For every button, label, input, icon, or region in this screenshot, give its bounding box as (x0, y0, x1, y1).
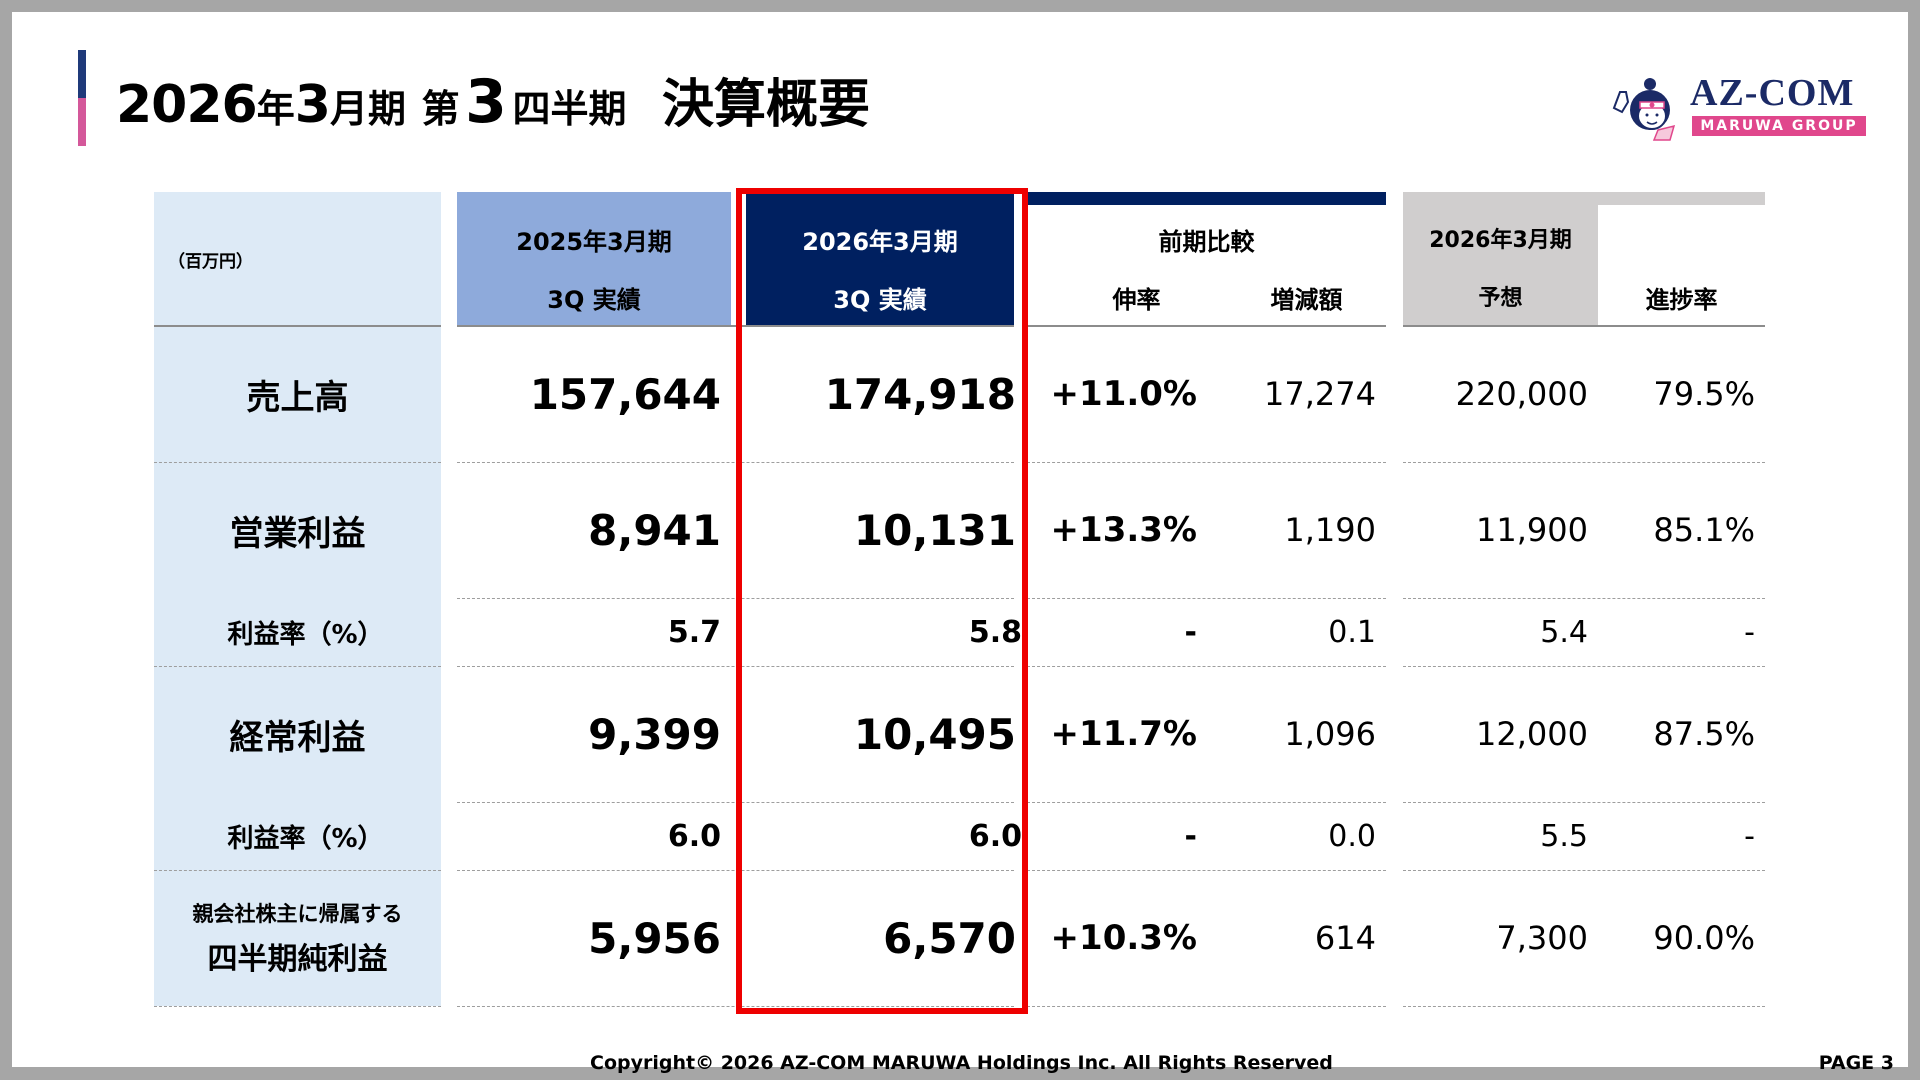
title-main: 決算概要 (662, 75, 871, 135)
title-accent-bar (78, 50, 86, 146)
unit-label: （百万円） (168, 251, 253, 272)
cell-growth: +10.3% (1050, 918, 1197, 958)
row-label-main: 四半期純利益 (207, 942, 388, 977)
header-forecast: 2026年3月期 予想 進捗率 (1403, 192, 1765, 326)
cell-growth: - (1184, 818, 1197, 854)
title-gatsuki: 月期 (329, 87, 406, 131)
logo-group: MARUWA GROUP (1692, 116, 1866, 136)
cell-prev: 5.7 (667, 614, 721, 650)
header-forecast-line2: 予想 (1478, 286, 1523, 311)
company-logo: AZ-COM MARUWA GROUP (1610, 72, 1880, 152)
accent-pink (78, 98, 86, 146)
current-year-highlight-box (736, 188, 1028, 1014)
cell-curr: 174,918 (824, 369, 1016, 419)
cell-prev: 5,956 (588, 913, 721, 963)
row-label: 利益率（%） (227, 823, 384, 854)
cell-forecast: 220,000 (1455, 375, 1588, 413)
header-prev-line2: 3Q 実績 (547, 286, 641, 314)
logo-brand: AZ-COM (1690, 72, 1855, 114)
header-comparison: 前期比較 伸率 増減額 (1027, 192, 1386, 326)
forecast-header-bg (1403, 192, 1598, 326)
cell-change: 0.1 (1328, 614, 1376, 650)
header-rule (1403, 325, 1765, 327)
header-curr-line1: 2026年3月期 (802, 228, 958, 256)
slide: 2026年3月期 第 3 四半期 決算概要 AZ-COM MARUWA GROU… (12, 12, 1908, 1074)
title-quarter: 3 (465, 67, 507, 137)
comparison-top-bar (1027, 192, 1386, 205)
cell-change: 1,190 (1284, 511, 1376, 549)
page-number: PAGE 3 (1818, 1052, 1894, 1074)
cell-forecast: 5.4 (1540, 614, 1588, 650)
header-forecast-line1: 2026年3月期 (1429, 228, 1572, 253)
copyright-text: Copyright© 2026 AZ-COM MARUWA Holdings I… (590, 1052, 1333, 1074)
header-prev-year: 2025年3月期 3Q 実績 (457, 192, 731, 326)
title-year: 2026 (116, 75, 258, 135)
cell-forecast: 5.5 (1540, 818, 1588, 854)
title-nen: 年 (256, 87, 295, 131)
header-prev-line1: 2025年3月期 (516, 228, 672, 256)
header-curr-line2: 3Q 実績 (833, 286, 927, 314)
cell-forecast: 12,000 (1476, 715, 1588, 753)
cell-progress: 87.5% (1653, 715, 1755, 753)
accent-navy (78, 50, 86, 98)
cell-growth: - (1184, 614, 1197, 650)
cell-progress: 85.1% (1653, 511, 1755, 549)
cell-prev: 6.0 (667, 818, 721, 854)
cell-curr: 6,570 (883, 913, 1016, 963)
cell-change: 0.0 (1328, 818, 1376, 854)
cell-forecast: 7,300 (1496, 919, 1588, 957)
row-label: 売上高 (246, 377, 349, 418)
page-title: 2026年3月期 第 3 四半期 決算概要 (116, 72, 870, 132)
cell-change: 17,274 (1264, 375, 1376, 413)
row-label: 経常利益 (229, 717, 366, 758)
title-month: 3 (294, 75, 331, 135)
cell-curr: 10,495 (853, 709, 1016, 759)
row-label: 利益率（%） (227, 619, 384, 650)
cell-change: 614 (1314, 919, 1376, 957)
cell-growth: +11.0% (1050, 374, 1197, 414)
header-growth: 伸率 (1112, 286, 1161, 314)
header-rule (154, 325, 441, 327)
cell-progress: - (1744, 818, 1755, 854)
cell-change: 1,096 (1284, 715, 1376, 753)
header-comparison-group: 前期比較 (1158, 228, 1255, 256)
cell-prev: 9,399 (588, 709, 721, 759)
row-label: 親会社株主に帰属する 四半期純利益 (154, 870, 441, 1006)
title-shihanki: 四半期 (512, 87, 627, 131)
header-rule (1027, 325, 1386, 327)
title-dai: 第 (421, 87, 460, 131)
cell-curr: 10,131 (853, 505, 1016, 555)
cell-curr: 6.0 (968, 818, 1022, 854)
header-progress: 進捗率 (1645, 286, 1718, 314)
cell-progress: 79.5% (1653, 375, 1755, 413)
cell-prev: 157,644 (529, 369, 721, 419)
cell-forecast: 11,900 (1476, 511, 1588, 549)
row-label-sub: 親会社株主に帰属する (192, 902, 403, 926)
cell-growth: +11.7% (1050, 714, 1197, 754)
cell-progress: 90.0% (1653, 919, 1755, 957)
row-label: 営業利益 (229, 513, 366, 554)
cell-curr: 5.8 (968, 614, 1022, 650)
mascot-icon (1612, 78, 1676, 141)
header-current-year: 2026年3月期 3Q 実績 (746, 192, 1014, 326)
cell-growth: +13.3% (1050, 510, 1197, 550)
cell-progress: - (1744, 614, 1755, 650)
header-rule (457, 325, 1014, 327)
cell-prev: 8,941 (588, 505, 721, 555)
header-change: 増減額 (1270, 286, 1343, 314)
